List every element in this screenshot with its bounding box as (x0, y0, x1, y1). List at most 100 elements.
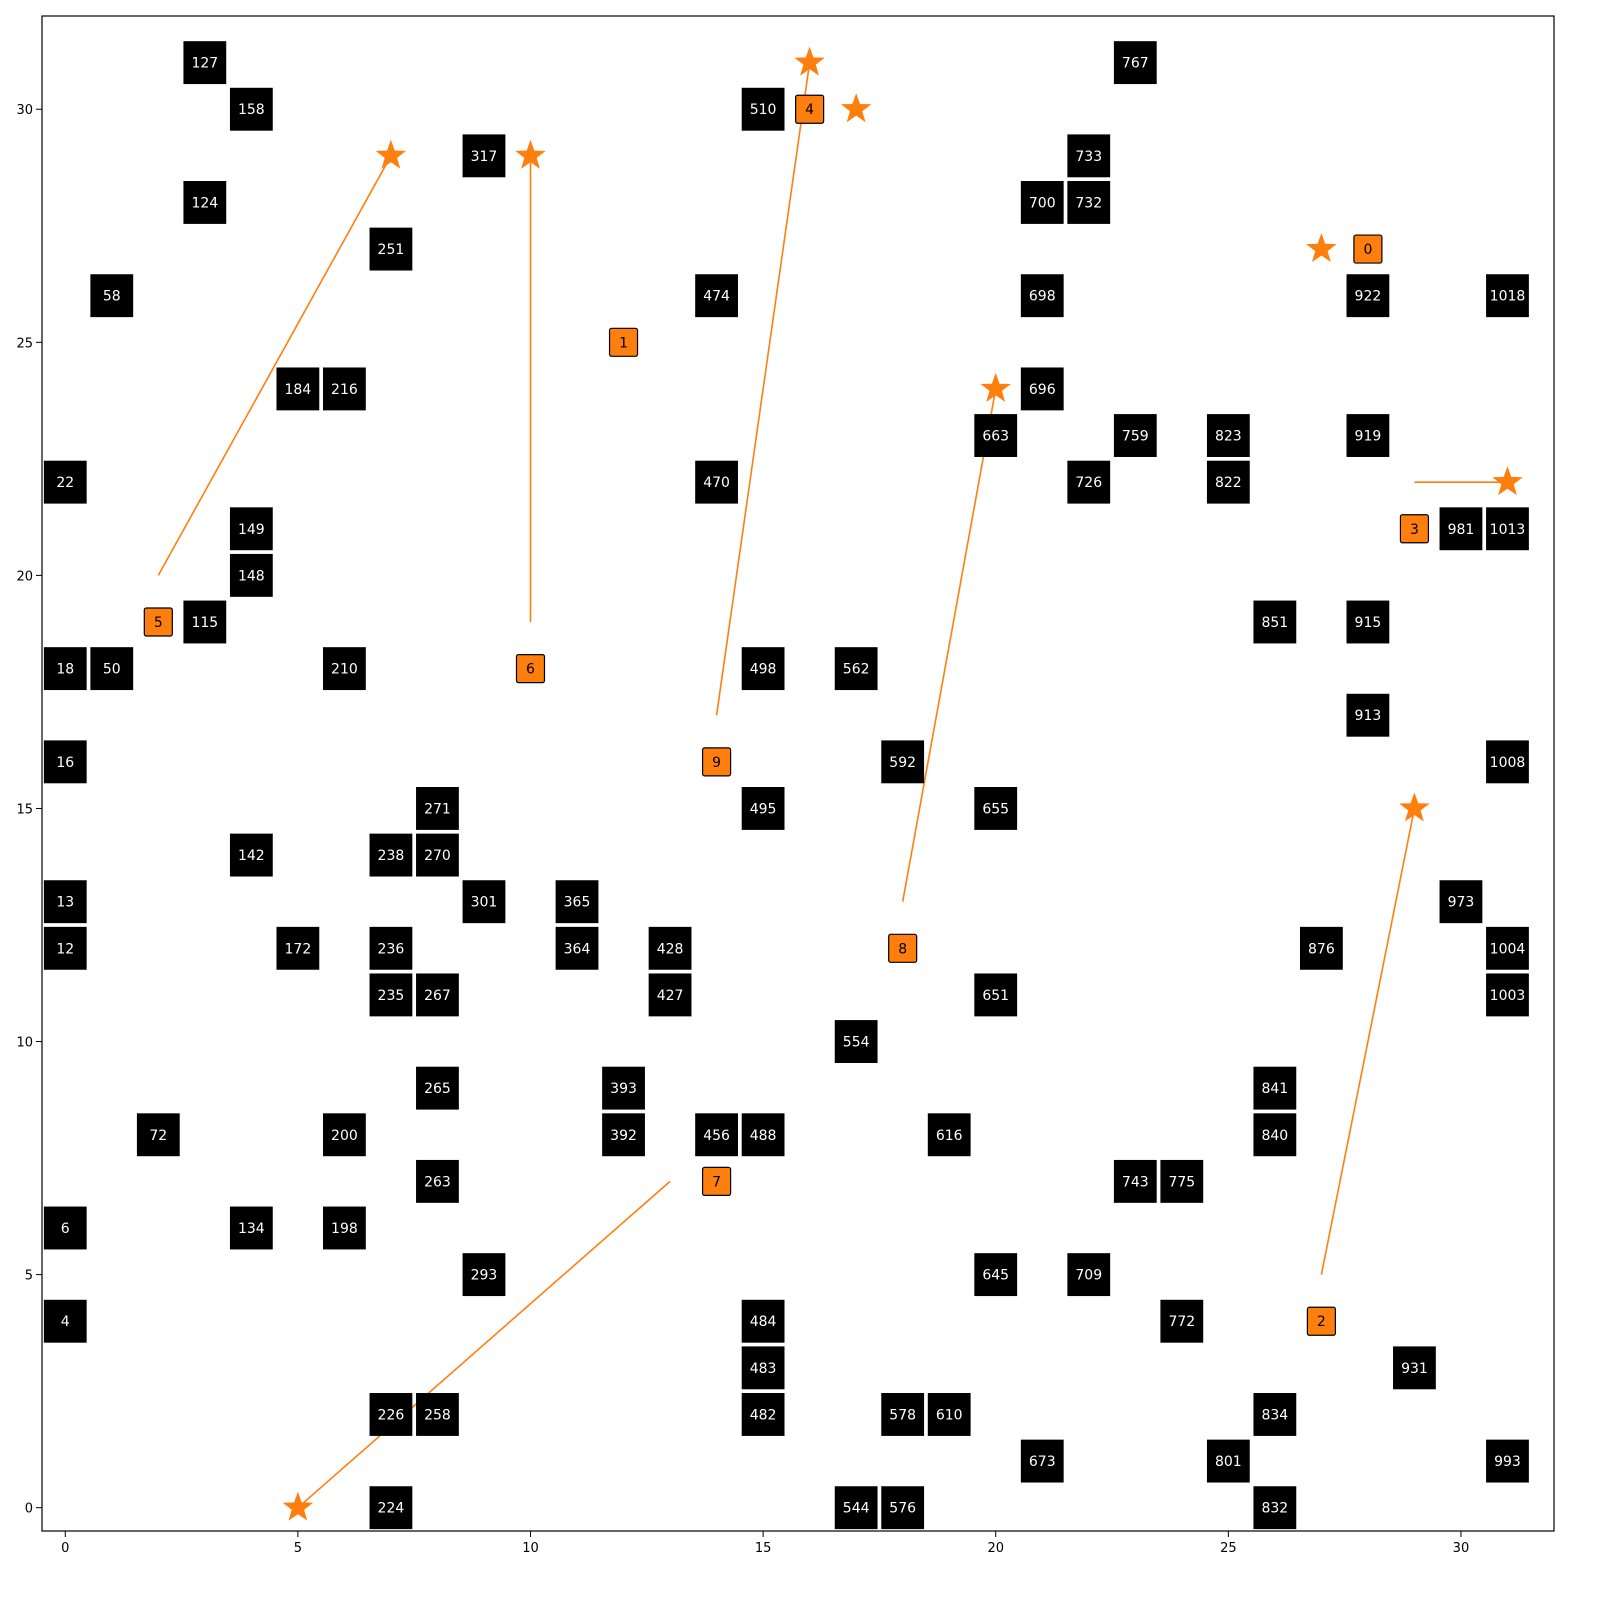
obstacle-label: 226 (378, 1407, 405, 1423)
obstacle-cell: 50 (90, 647, 134, 691)
agent-label: 7 (712, 1174, 721, 1190)
obstacle-label: 834 (1261, 1407, 1288, 1423)
paths-layer (157, 62, 1508, 1509)
obstacle-box (741, 1113, 785, 1157)
x-tick-label: 15 (755, 1541, 772, 1556)
obstacle-box (1206, 460, 1250, 504)
obstacle-box (1486, 926, 1529, 970)
obstacle-label: 840 (1261, 1128, 1288, 1144)
obstacle-label: 124 (191, 195, 218, 211)
obstacle-label: 115 (191, 615, 218, 631)
goal-star-icon (1492, 466, 1523, 496)
obstacle-cell: 733 (1067, 134, 1111, 178)
obstacle-cell: 428 (648, 926, 692, 970)
obstacle-box (369, 926, 413, 970)
obstacle-cell: 235 (369, 973, 413, 1017)
obstacle-cell: 544 (834, 1486, 878, 1530)
obstacle-cell: 4 (43, 1299, 87, 1343)
obstacle-box (1113, 41, 1157, 85)
obstacle-box (322, 1206, 366, 1250)
obstacle-box (90, 647, 134, 691)
obstacle-label: 235 (378, 988, 405, 1004)
x-tick-label: 30 (1453, 1541, 1470, 1556)
obstacle-cell: 393 (602, 1066, 645, 1110)
path-line (157, 155, 392, 576)
obstacle-label: 544 (843, 1501, 870, 1517)
obstacle-label: 498 (750, 662, 777, 678)
obstacle-label: 142 (238, 848, 265, 864)
obstacle-box (1439, 880, 1483, 924)
goal-star-icon (840, 93, 872, 123)
obstacle-cell: 841 (1253, 1066, 1297, 1110)
goal-star-icon (375, 139, 407, 169)
obstacle-cell: 562 (834, 647, 878, 691)
agent-marker: 9 (701, 747, 732, 777)
obstacle-label: 1008 (1490, 755, 1526, 771)
obstacle-box (1253, 600, 1297, 644)
obstacle-label: 651 (982, 988, 1009, 1004)
obstacle-cell: 6 (43, 1206, 87, 1250)
obstacle-cell: 1018 (1486, 274, 1529, 318)
obstacle-label: 365 (564, 895, 591, 911)
obstacle-cell: 498 (741, 647, 785, 691)
obstacle-cell: 759 (1113, 414, 1157, 457)
obstacle-cell: 482 (741, 1393, 785, 1436)
obstacle-box (183, 181, 227, 224)
obstacle-label: 726 (1075, 475, 1102, 491)
path-line (715, 62, 811, 716)
agent-marker: 3 (1399, 514, 1430, 544)
agent-marker: 6 (515, 654, 546, 684)
obstacle-label: 482 (750, 1407, 777, 1423)
obstacle-label: 822 (1215, 475, 1242, 491)
obstacle-box (974, 973, 1018, 1017)
obstacle-box (1160, 1299, 1204, 1343)
obstacle-box (648, 973, 692, 1017)
obstacle-box (974, 414, 1018, 457)
obstacle-box (183, 41, 227, 85)
obstacle-box (276, 926, 320, 970)
obstacle-box (369, 1393, 413, 1436)
obstacle-cell: 993 (1486, 1439, 1529, 1483)
obstacle-label: 488 (750, 1128, 777, 1144)
obstacle-box (648, 926, 692, 970)
obstacle-box (229, 1206, 273, 1250)
obstacle-cell: 200 (322, 1113, 366, 1157)
obstacle-cell: 851 (1253, 600, 1297, 644)
obstacle-label: 72 (149, 1128, 167, 1144)
obstacle-cell: 981 (1439, 507, 1483, 551)
obstacle-label: 198 (331, 1221, 358, 1237)
obstacle-label: 301 (471, 895, 498, 911)
obstacle-cell: 772 (1160, 1299, 1204, 1343)
obstacle-cell: 655 (974, 787, 1018, 830)
obstacle-label: 392 (610, 1128, 637, 1144)
obstacle-label: 22 (56, 475, 74, 491)
agent-box (515, 654, 546, 684)
obstacle-box (1253, 1113, 1297, 1157)
obstacle-box (741, 87, 785, 131)
obstacle-cell: 1003 (1486, 973, 1529, 1017)
obstacle-box (369, 973, 413, 1017)
obstacle-box (43, 1206, 87, 1250)
obstacle-label: 554 (843, 1035, 870, 1051)
obstacle-box (462, 1253, 506, 1297)
obstacle-cell: 554 (834, 1020, 878, 1063)
obstacle-cell: 317 (462, 134, 506, 178)
obstacle-label: 655 (982, 801, 1009, 817)
obstacle-cell: 834 (1253, 1393, 1297, 1436)
obstacle-label: 258 (424, 1407, 451, 1423)
obstacle-cell: 973 (1439, 880, 1483, 924)
obstacle-label: 700 (1029, 195, 1056, 211)
obstacle-label: 709 (1075, 1268, 1102, 1284)
obstacle-box (322, 647, 366, 691)
obstacle-box (741, 1346, 785, 1390)
obstacle-label: 775 (1168, 1174, 1195, 1190)
obstacle-cell: 801 (1206, 1439, 1250, 1483)
obstacle-cell: 364 (555, 926, 599, 970)
x-tick-label: 5 (294, 1541, 302, 1556)
obstacle-cell: 18 (43, 647, 87, 691)
obstacle-cell: 840 (1253, 1113, 1297, 1157)
obstacle-label: 236 (378, 941, 405, 957)
obstacle-cell: 823 (1206, 414, 1250, 457)
obstacle-label: 698 (1029, 289, 1056, 305)
obstacle-box (1113, 414, 1157, 457)
